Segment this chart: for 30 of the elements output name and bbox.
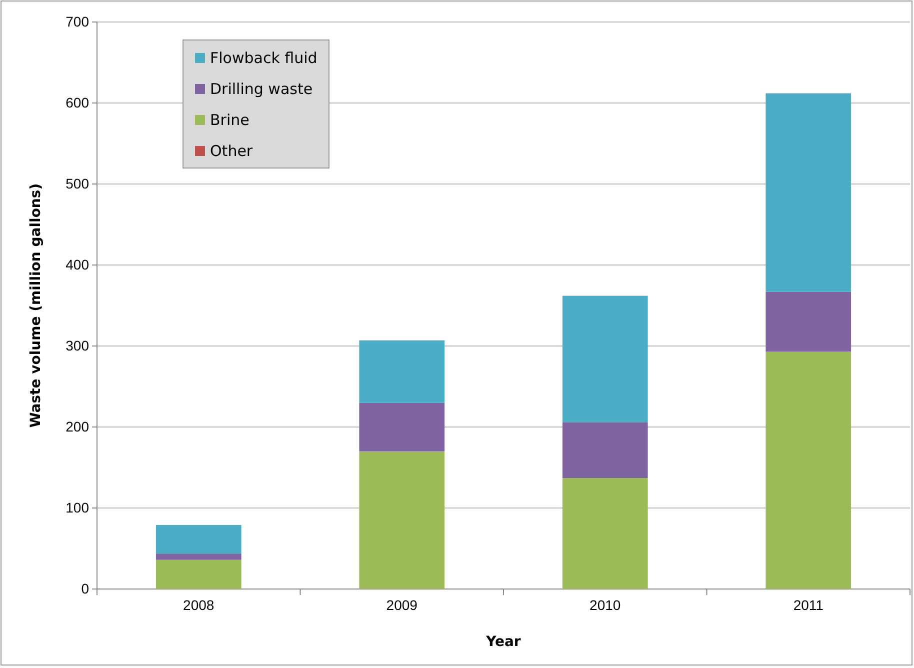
y-tick-label: 500	[66, 175, 90, 192]
bar	[156, 525, 242, 554]
x-axis-title: Year	[485, 634, 521, 650]
bar	[359, 402, 445, 452]
legend-label: Brine	[210, 111, 250, 129]
bar	[359, 451, 445, 589]
y-axis-title: Waste volume (million gallons)	[28, 183, 44, 428]
x-tick-label: 2011	[793, 597, 824, 614]
bar	[359, 340, 445, 403]
x-tick-label: 2010	[590, 597, 621, 614]
bar	[766, 292, 852, 352]
legend-label: Other	[210, 142, 254, 160]
x-tick-label: 2008	[183, 597, 214, 614]
bar	[562, 422, 648, 478]
bar	[766, 352, 852, 589]
x-tick-label: 2009	[386, 597, 418, 614]
y-tick-label: 300	[66, 337, 90, 354]
bar	[562, 478, 648, 589]
bar	[562, 296, 648, 422]
bar	[766, 93, 852, 292]
y-tick-label: 600	[66, 94, 90, 110]
legend-label: Drilling waste	[210, 80, 313, 98]
y-tick-label: 700	[66, 13, 90, 30]
y-tick-label: 200	[66, 418, 90, 434]
y-tick-label: 400	[66, 256, 90, 272]
legend-label: Flowback fluid	[210, 49, 318, 67]
bar	[156, 553, 242, 560]
y-tick-label: 100	[66, 499, 90, 516]
bar	[156, 560, 242, 589]
y-tick-label: 0	[81, 580, 90, 596]
